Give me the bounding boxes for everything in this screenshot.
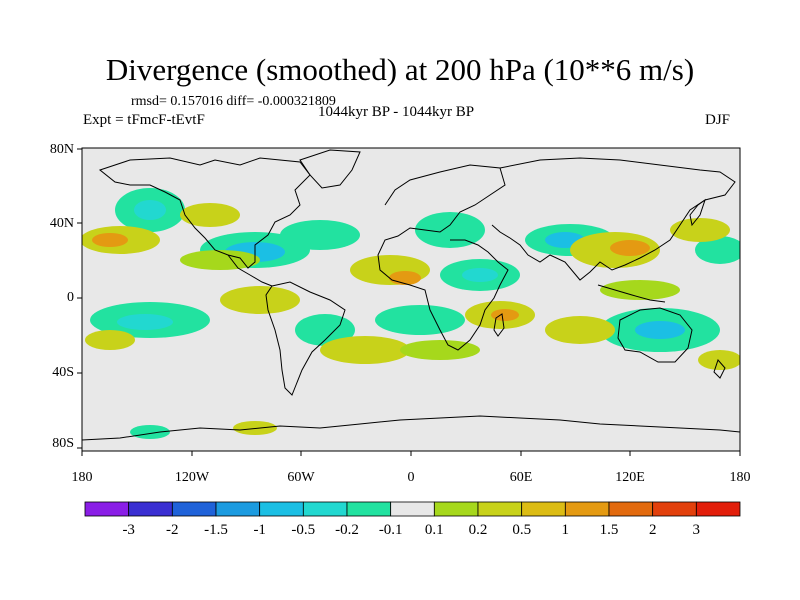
stats-line: rmsd= 0.157016 diff= -0.000321809 [131, 94, 336, 109]
field-blob [600, 280, 680, 300]
colorbar-box [652, 501, 697, 517]
colorbar-label: 0.5 [512, 522, 532, 538]
field-blob [462, 268, 498, 282]
colorbar-label: -3 [122, 522, 135, 538]
colorbar-label: -1.5 [204, 522, 228, 538]
colorbar-box [390, 501, 435, 517]
y-tick-label: 80N [49, 142, 74, 157]
field-blob [545, 316, 615, 344]
colorbar-label: -0.5 [291, 522, 316, 538]
axis-ticks [77, 148, 741, 456]
colorbar-label: 3 [692, 522, 701, 538]
field-blob [389, 271, 421, 285]
field-blob [220, 286, 300, 314]
colorbar-box [695, 501, 741, 517]
colorbar-box [215, 501, 261, 517]
field-blob [320, 336, 410, 364]
colorbar-box [433, 501, 479, 517]
field-blob [610, 240, 650, 256]
colorbar-box [564, 501, 610, 517]
field-blob [491, 309, 519, 321]
coastline-asia [491, 157, 736, 281]
coastline-greenland [299, 149, 361, 189]
colorbar-box [477, 501, 523, 517]
field-blob [698, 350, 740, 370]
field-blob [400, 340, 480, 360]
field-blob [295, 314, 355, 346]
x-tick-label: 180 [71, 470, 93, 485]
period-label: 1044kyr BP - 1044kyr BP [318, 104, 475, 120]
colorbar-box [346, 501, 392, 517]
coastline-central-america [227, 254, 273, 287]
field-blob [415, 212, 485, 248]
colorbar [84, 501, 741, 517]
field-blob [117, 314, 173, 330]
x-tick-label: 0 [407, 470, 415, 485]
field-blob [180, 250, 260, 270]
colorbar-label: 2 [648, 522, 657, 538]
experiment-label: Expt = tFmcF-tEvtF [83, 112, 205, 128]
colorbar-box [171, 501, 217, 517]
x-tick-label: 60E [509, 470, 533, 485]
coastlines [82, 149, 740, 441]
y-tick-label: 80S [52, 436, 74, 451]
figure-title: Divergence (smoothed) at 200 hPa (10**6 … [105, 52, 695, 87]
y-tick-label: 0 [67, 290, 74, 305]
colorbar-label: -0.1 [378, 522, 403, 538]
colorbar-box [608, 501, 654, 517]
coastline-new-zealand [713, 359, 726, 379]
field-blob [134, 200, 166, 220]
coastline-japan [689, 198, 706, 227]
field-blob [85, 330, 135, 350]
colorbar-box [259, 501, 304, 517]
season-label: DJF [705, 112, 731, 128]
field-blob [180, 203, 240, 227]
colorbar-label: 0.1 [424, 522, 444, 538]
coastline-indonesia [597, 284, 666, 303]
colorbar-box [521, 501, 566, 517]
x-tick-label: 120E [615, 470, 645, 485]
y-tick-label: 40S [52, 365, 74, 380]
field-blob [92, 233, 128, 247]
colorbar-box [84, 501, 130, 517]
colorbar-label: 1 [561, 522, 570, 538]
field-blob [695, 236, 740, 264]
x-tick-label: 180 [729, 470, 751, 485]
coastline-australia [617, 307, 693, 363]
colorbar-box [302, 501, 348, 517]
field-blob [635, 321, 685, 339]
field-blob [280, 220, 360, 250]
colorbar-label: -2 [166, 522, 179, 538]
y-tick-label: 40N [49, 216, 74, 231]
coastline-madagascar [493, 313, 505, 337]
divergence-field [82, 188, 740, 439]
colorbar-label: -1 [253, 522, 266, 538]
colorbar-label: 0.2 [468, 522, 488, 538]
colorbar-label: -0.2 [335, 522, 359, 538]
coastline-south-america [265, 281, 346, 396]
coastline-antarctica [82, 415, 740, 441]
colorbar-label: 1.5 [599, 522, 619, 538]
x-tick-label: 120W [174, 470, 210, 485]
coastline-north-america [98, 157, 311, 269]
field-blob [670, 218, 730, 242]
x-tick-label: 60W [287, 470, 315, 485]
field-blob [375, 305, 465, 335]
colorbar-box [128, 501, 173, 517]
coastline-europe-africa [377, 164, 509, 351]
